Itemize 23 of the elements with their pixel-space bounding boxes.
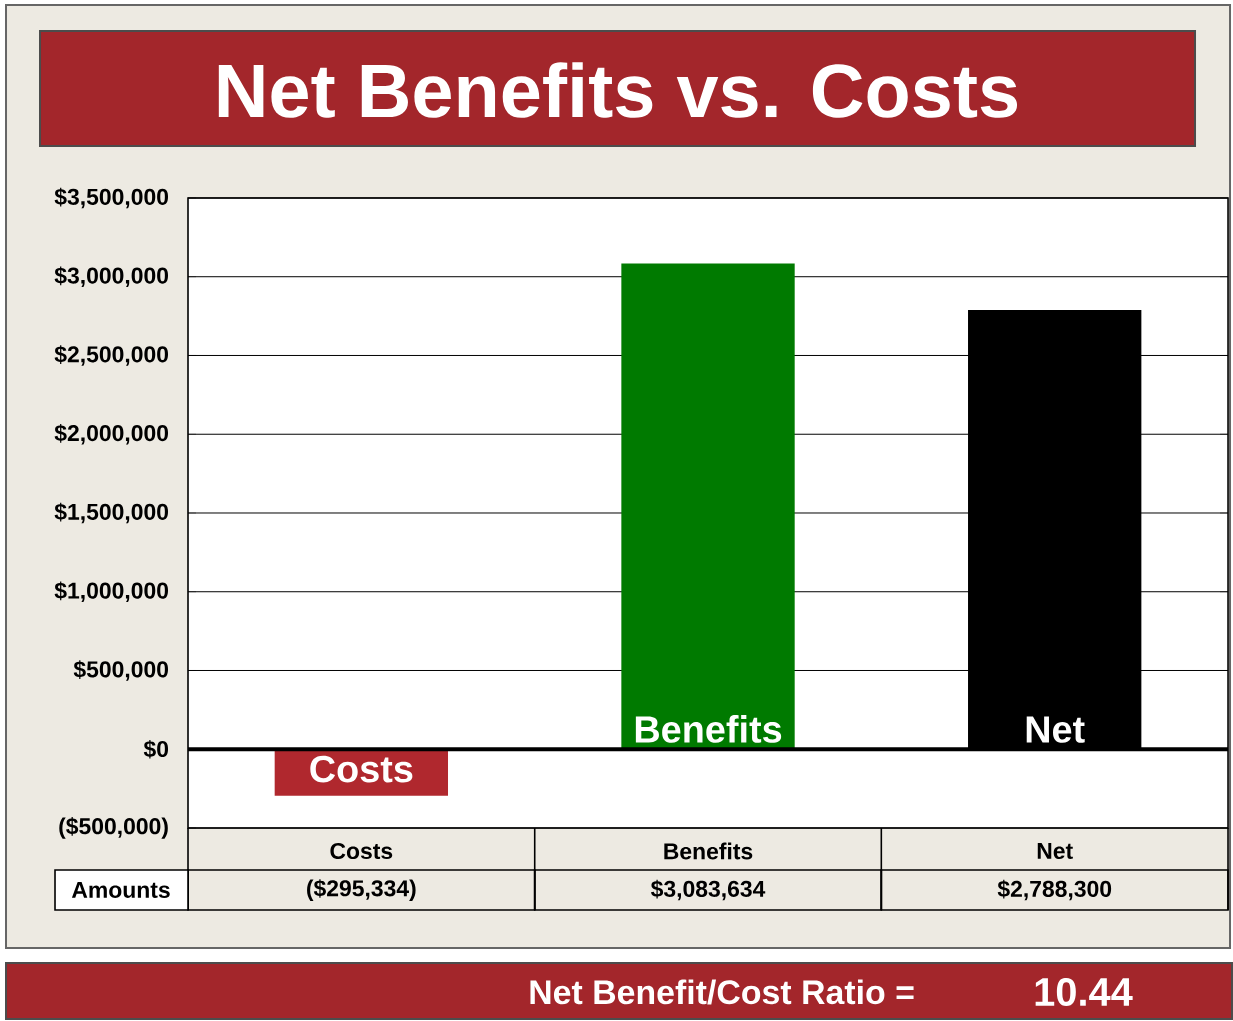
data-label: $2,788,300 [997,879,1112,901]
x-tick-label: Net [1037,843,1073,859]
y-tick-label: $3,500,000 [54,187,169,209]
y-tick-label: $500,000 [73,660,169,681]
data-label: ($295,334) [307,879,416,901]
y-tick-label: ($500,000) [59,817,168,839]
category-label: Benefits [635,715,782,743]
data-label: $3,083,634 [650,879,766,901]
y-tick-label: $3,000,000 [54,266,169,287]
y-tick-label: $2,500,000 [54,345,169,366]
category-label: Net [1026,716,1085,743]
y-tick-label: $0 [143,739,169,759]
x-tick-label: Costs [330,842,393,860]
y-tick-label: $1,000,000 [54,581,169,602]
text: 10.44 [1035,977,1133,1007]
text: Net Benefit/Cost Ratio = [530,979,914,1005]
y-tick-label: $2,000,000 [54,423,169,445]
text: Amounts [71,882,170,898]
bar [621,263,795,750]
chart-title: Net Benefits vs. Costs [218,62,1018,118]
category-label: Costs [310,755,413,783]
x-tick-label: Benefits [664,842,753,860]
y-tick-label: $1,500,000 [54,502,169,524]
